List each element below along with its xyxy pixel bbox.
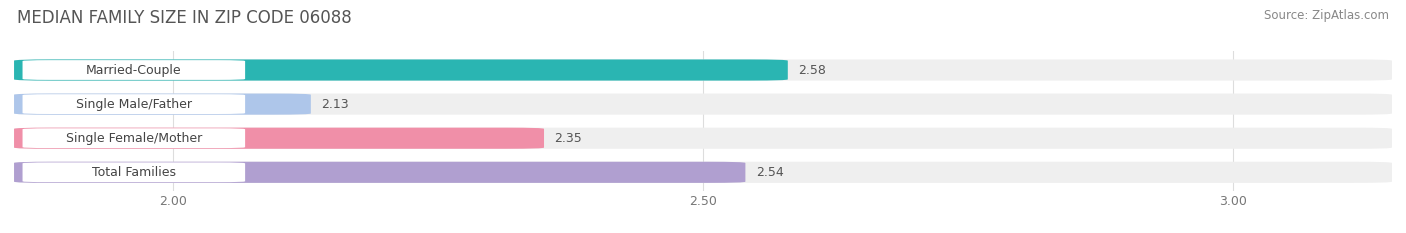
FancyBboxPatch shape xyxy=(14,93,1392,115)
Text: MEDIAN FAMILY SIZE IN ZIP CODE 06088: MEDIAN FAMILY SIZE IN ZIP CODE 06088 xyxy=(17,9,352,27)
Text: Married-Couple: Married-Couple xyxy=(86,64,181,76)
FancyBboxPatch shape xyxy=(14,59,787,81)
FancyBboxPatch shape xyxy=(22,162,245,182)
Text: Source: ZipAtlas.com: Source: ZipAtlas.com xyxy=(1264,9,1389,22)
Text: 2.58: 2.58 xyxy=(799,64,827,76)
Text: 2.54: 2.54 xyxy=(756,166,783,179)
Text: 2.13: 2.13 xyxy=(322,98,349,111)
Text: 2.35: 2.35 xyxy=(554,132,582,145)
FancyBboxPatch shape xyxy=(14,162,1392,183)
Text: Single Male/Father: Single Male/Father xyxy=(76,98,191,111)
FancyBboxPatch shape xyxy=(14,128,544,149)
FancyBboxPatch shape xyxy=(14,93,311,115)
FancyBboxPatch shape xyxy=(14,162,745,183)
FancyBboxPatch shape xyxy=(14,128,1392,149)
FancyBboxPatch shape xyxy=(22,60,245,80)
FancyBboxPatch shape xyxy=(14,59,1392,81)
Text: Total Families: Total Families xyxy=(91,166,176,179)
Text: Single Female/Mother: Single Female/Mother xyxy=(66,132,202,145)
FancyBboxPatch shape xyxy=(22,94,245,114)
FancyBboxPatch shape xyxy=(22,128,245,148)
